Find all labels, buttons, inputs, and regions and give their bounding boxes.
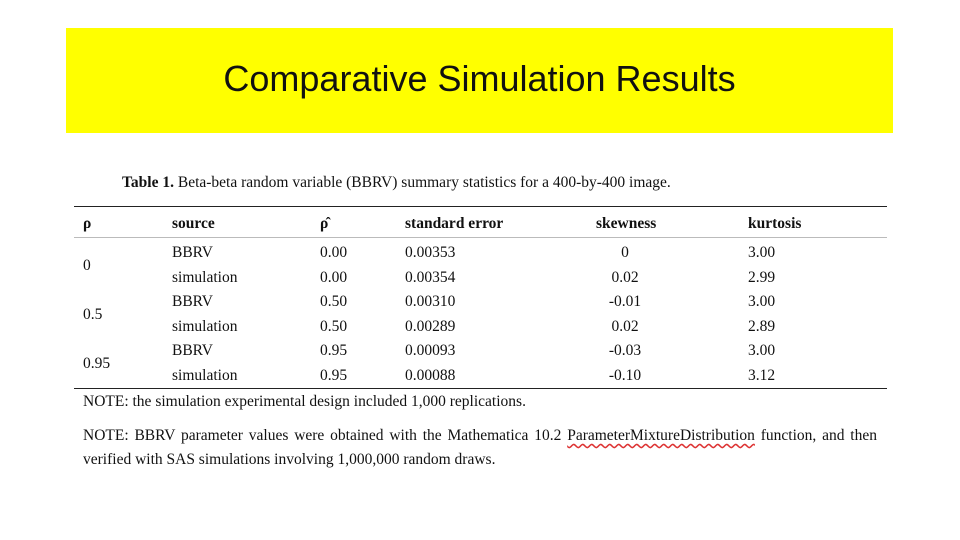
table-cell: 0.00310 — [405, 293, 456, 311]
note-text: NOTE: BBRV parameter values were obtaine… — [83, 427, 568, 444]
note: NOTE: BBRV parameter values were obtaine… — [83, 424, 877, 472]
table-rule — [74, 206, 887, 207]
table-cell: 3.00 — [748, 244, 776, 261]
table-cell: 0.00093 — [405, 342, 456, 360]
title-banner: Comparative Simulation Results — [66, 28, 893, 133]
column-header: ρ — [83, 215, 92, 232]
slide-title: Comparative Simulation Results — [223, 58, 736, 99]
table-rule — [74, 237, 887, 238]
note-text: function, and then verified with SAS sim… — [83, 427, 877, 468]
table-cell: -0.03 — [608, 342, 642, 360]
rho-label: 0 — [83, 257, 91, 274]
table-rule — [74, 388, 887, 389]
table-cell: 3.00 — [748, 342, 776, 360]
table-cell: 0.00 — [320, 244, 348, 261]
caption-label: Table 1. — [122, 174, 174, 191]
table-cell: -0.01 — [608, 293, 642, 311]
table-caption: Table 1. Beta-beta random variable (BBRV… — [122, 174, 671, 192]
rho-label: 0.5 — [83, 306, 103, 324]
table-cell: 0.00353 — [405, 244, 456, 261]
table-cell: 3.00 — [748, 293, 776, 311]
table-cell: 2.89 — [748, 317, 776, 335]
table-cell: 0.00289 — [405, 317, 456, 335]
table-cell: 0.00088 — [405, 367, 456, 384]
note-text: ParameterMixtureDistribution — [567, 427, 755, 444]
table-cell: BBRV — [172, 244, 213, 261]
table-cell: BBRV — [172, 342, 213, 360]
note: NOTE: the simulation experimental design… — [83, 390, 877, 414]
table-cell: -0.10 — [608, 367, 642, 384]
table-cell: 0.50 — [320, 317, 348, 335]
table-cell: simulation — [172, 317, 238, 335]
table-cell: simulation — [172, 367, 238, 384]
column-header: source — [172, 215, 215, 232]
table-cell: 3.12 — [748, 367, 776, 384]
caption-text: Beta-beta random variable (BBRV) summary… — [177, 174, 671, 191]
table-cell: 0.00 — [320, 268, 348, 286]
table-cell: BBRV — [172, 293, 213, 311]
table-cell: 0 — [621, 244, 629, 261]
table-cell: 2.99 — [748, 268, 776, 286]
column-header: ρ̂ — [320, 215, 329, 232]
column-header: standard error — [405, 215, 504, 232]
table-cell: 0.95 — [320, 342, 348, 360]
table-cell: 0.50 — [320, 293, 348, 311]
column-header: skewness — [596, 215, 657, 232]
column-header: kurtosis — [748, 215, 802, 232]
table-cell: simulation — [172, 268, 238, 286]
table-cell: 0.02 — [611, 317, 639, 335]
table-cell: 0.00354 — [405, 268, 456, 286]
table-cell: 0.95 — [320, 367, 348, 384]
rho-label: 0.95 — [83, 355, 111, 373]
table-cell: 0.02 — [611, 268, 639, 286]
note-text: NOTE: the simulation experimental design… — [83, 393, 526, 410]
